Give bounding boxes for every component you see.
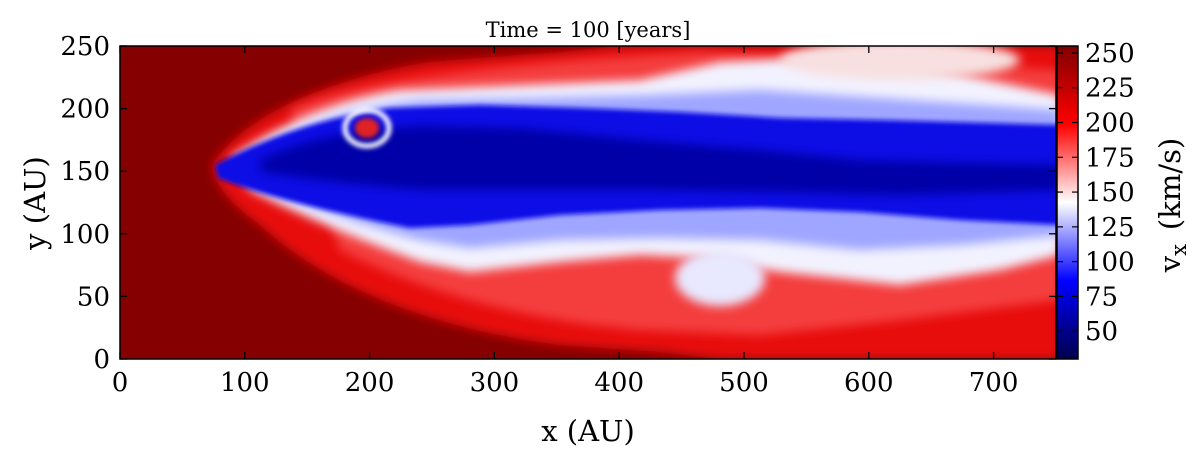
x-tick-label: 400: [594, 368, 644, 398]
swirl-ring: [342, 107, 392, 149]
x-axis-label: x (AU): [541, 414, 635, 448]
colorbar-label: vx (km/s): [1153, 138, 1191, 274]
y-tick-label: 100: [60, 220, 110, 250]
x-tick-label: 200: [345, 368, 395, 398]
x-tick-label: 0: [112, 368, 129, 398]
x-tick-label: 300: [470, 368, 520, 398]
colorbar-tick-label: 250: [1085, 39, 1135, 69]
dark-core: [260, 126, 1056, 195]
colorbar-tick-label: 50: [1085, 317, 1118, 347]
x-axis-ticks: 0 100 200 300 400 500 600 700: [112, 46, 1019, 398]
y-axis-label: y (AU): [18, 156, 52, 251]
x-tick-label: 100: [220, 368, 270, 398]
y-tick-label: 200: [60, 95, 110, 125]
upper-right-region: [780, 46, 1020, 80]
white-blob: [675, 250, 765, 306]
y-tick-label: 0: [93, 345, 110, 375]
y-tick-label: 50: [77, 282, 110, 312]
colorbar-tick-label: 150: [1085, 178, 1135, 208]
colorbar: 50 75 100 125 150 175 200 225 250 vx (km/s): [1056, 39, 1191, 360]
y-tick-label: 250: [60, 32, 110, 62]
swirl-center: [355, 118, 379, 138]
plot-frame: [119, 45, 1057, 360]
axes: 0 100 200 300 400 500 600 700 0 50 100 150 200 250: [60, 32, 1057, 398]
x-tick-label: 700: [969, 368, 1019, 398]
colorbar-tick-label: 125: [1085, 213, 1135, 243]
colorbar-ticks: 50 75 100 125 150 175 200 225 250: [1057, 39, 1135, 347]
x-tick-label: 500: [719, 368, 769, 398]
chart-title: Time = 100 [years]: [486, 18, 691, 42]
colorbar-label-units: (km/s): [1153, 138, 1187, 230]
heatmap-field: [120, 46, 1056, 359]
colorbar-label-symbol: v: [1153, 255, 1187, 273]
colorbar-tick-label: 175: [1085, 143, 1135, 173]
colorbar-tick-label: 75: [1085, 282, 1118, 312]
x-tick-label: 600: [844, 368, 894, 398]
colorbar-tick-label: 100: [1085, 248, 1135, 278]
colorbar-tick-label: 225: [1085, 74, 1135, 104]
y-axis-ticks: 0 50 100 150 200 250: [60, 32, 1056, 375]
colorbar-tick-label: 200: [1085, 109, 1135, 139]
colorbar-label-subscript: x: [1167, 244, 1191, 256]
colorbar-gradient: [1056, 45, 1079, 360]
y-tick-label: 150: [60, 157, 110, 187]
